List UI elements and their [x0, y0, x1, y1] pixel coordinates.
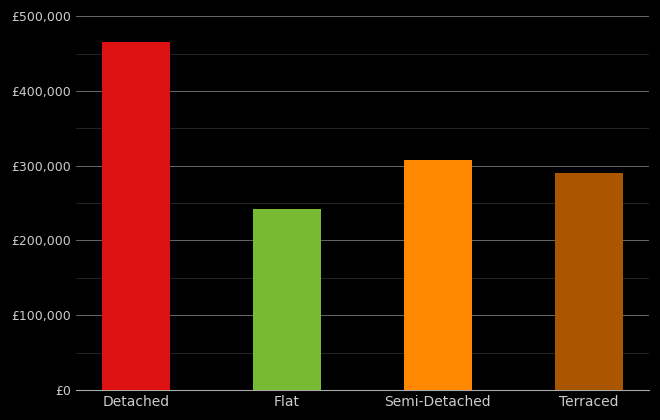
Bar — [404, 160, 472, 390]
Bar — [555, 173, 623, 390]
Bar — [102, 42, 170, 390]
Bar — [253, 209, 321, 390]
